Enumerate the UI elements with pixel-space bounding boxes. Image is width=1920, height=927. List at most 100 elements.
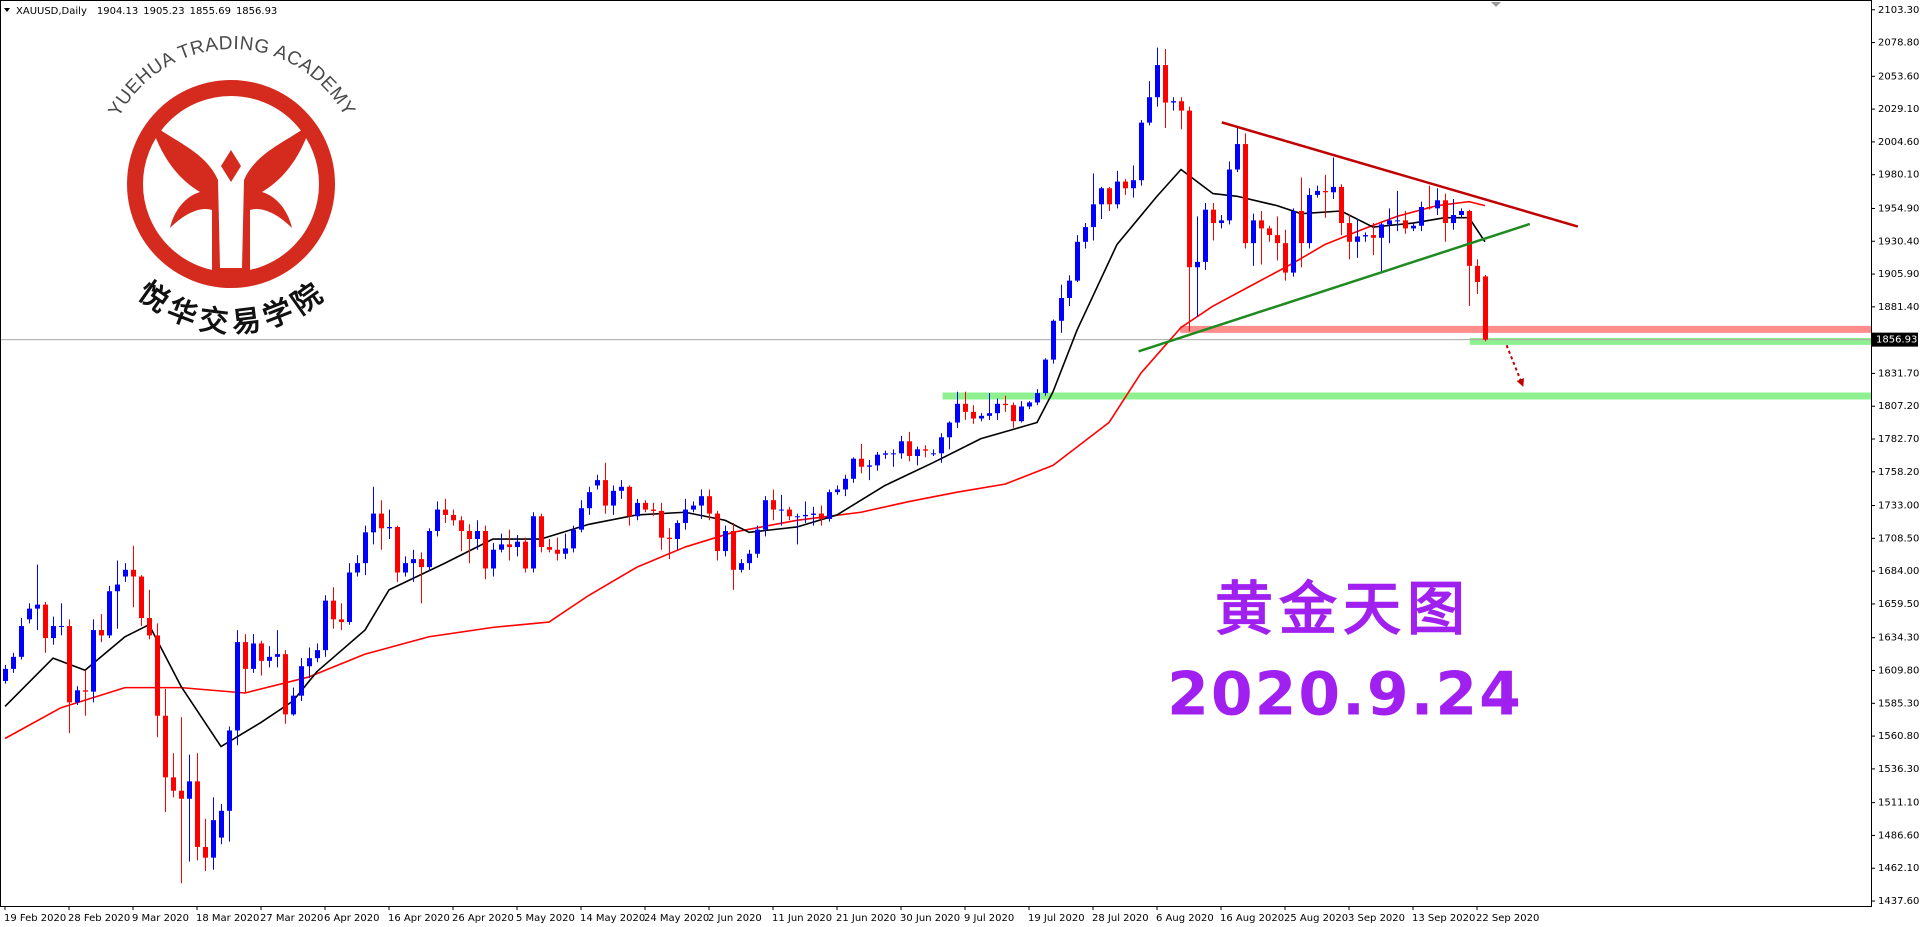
candle-body [1067,280,1072,299]
candle-body [771,500,776,510]
candle-body [3,668,8,681]
candle-body [595,480,600,486]
candle-body [1107,188,1112,205]
candle-body [547,547,552,550]
trendline [1221,121,1579,228]
x-tick-label: 14 May 2020 [580,913,645,924]
candle-body [323,600,328,651]
candle-body [1227,169,1232,221]
candle-body [275,654,280,657]
candle-body [1427,206,1432,209]
candle-body [923,449,928,451]
candle-body [1179,101,1184,111]
candle-body [571,529,576,549]
candle-body [83,690,88,692]
y-tick-label: 1511.10 [1878,798,1919,809]
candle-body [155,635,160,716]
candle-body [539,516,544,548]
candle-body [1451,215,1456,224]
plot-frame [0,0,1872,907]
candle-body [1267,228,1272,236]
header-open: 1904.13 [97,6,138,17]
candle-body [971,411,976,419]
candle-body [307,658,312,667]
candle-body [1355,236,1360,242]
candle-body [659,510,664,538]
candle-body [1315,190,1320,195]
candle-body [395,526,400,573]
candle-body [371,513,376,533]
candle-body [347,572,352,623]
shift-marker [1491,2,1501,7]
candle-body [1027,402,1032,407]
candle-body [675,522,680,540]
x-tick-label: 9 Jul 2020 [964,913,1014,924]
candle-body [19,626,24,657]
candle-body [947,422,952,438]
candle-body [187,781,192,799]
candle-body [1347,223,1352,242]
x-tick-label: 11 Jun 2020 [772,913,832,924]
candle-body [723,530,728,552]
candle-body [115,584,120,592]
candle-body [643,502,648,510]
x-tick-label: 21 Jun 2020 [836,913,896,924]
candle-body [163,715,168,778]
candle-body [1387,220,1392,225]
candle-body [507,544,512,548]
candle-body [755,529,760,554]
candle-body [11,656,16,669]
candle-body [403,563,408,573]
price-label-box [1872,332,1918,347]
candle-body [67,626,72,703]
y-tick-label: 1585.30 [1878,698,1919,709]
x-tick-label: 3 Sep 2020 [1348,913,1405,924]
candle-body [611,490,616,506]
candle-body [1307,194,1312,244]
plot-area [1,47,1871,884]
x-tick-label: 2 Jun 2020 [708,913,762,924]
x-tick-label: 6 Apr 2020 [324,913,379,924]
candle-body [179,790,184,799]
candle-body [955,403,960,423]
candle-body [211,820,216,858]
candle-body [99,630,104,636]
headline: 黄金天图 [1215,575,1471,643]
candle-body [131,569,136,577]
x-tick-label: 16 Apr 2020 [388,913,450,924]
candle-body [859,458,864,467]
candle-body [435,509,440,531]
y-tick-label: 1684.00 [1878,566,1919,577]
candle-body [1291,211,1296,273]
candle-body [195,781,200,847]
candle-body [419,559,424,568]
candle-body [899,441,904,454]
candle-body [1099,188,1104,205]
candle-body [235,642,240,731]
y-tick-label: 1486.60 [1878,830,1919,841]
candle-body [915,449,920,457]
candle-body [499,544,504,550]
logo-ring [127,80,335,288]
candle-body [1155,65,1160,98]
candle-body [987,413,992,416]
symbol: XAUUSD,Daily [16,6,87,17]
candle-body [963,403,968,412]
candle-body [315,650,320,659]
candle-body [763,500,768,530]
y-tick-label: 1659.50 [1878,599,1919,610]
candle-body [1075,241,1080,281]
y-tick-label: 1930.40 [1878,236,1919,247]
candle-body [683,509,688,523]
x-tick-label: 16 Aug 2020 [1220,913,1284,924]
candle-body [219,810,224,838]
candle-body [891,453,896,455]
y-tick-label: 1733.00 [1878,501,1919,512]
candle-body [1147,97,1152,123]
candle-body [43,604,48,639]
date-label: 2020.9.24 [1167,660,1523,730]
candle-body [75,690,80,703]
candle-body [875,454,880,466]
